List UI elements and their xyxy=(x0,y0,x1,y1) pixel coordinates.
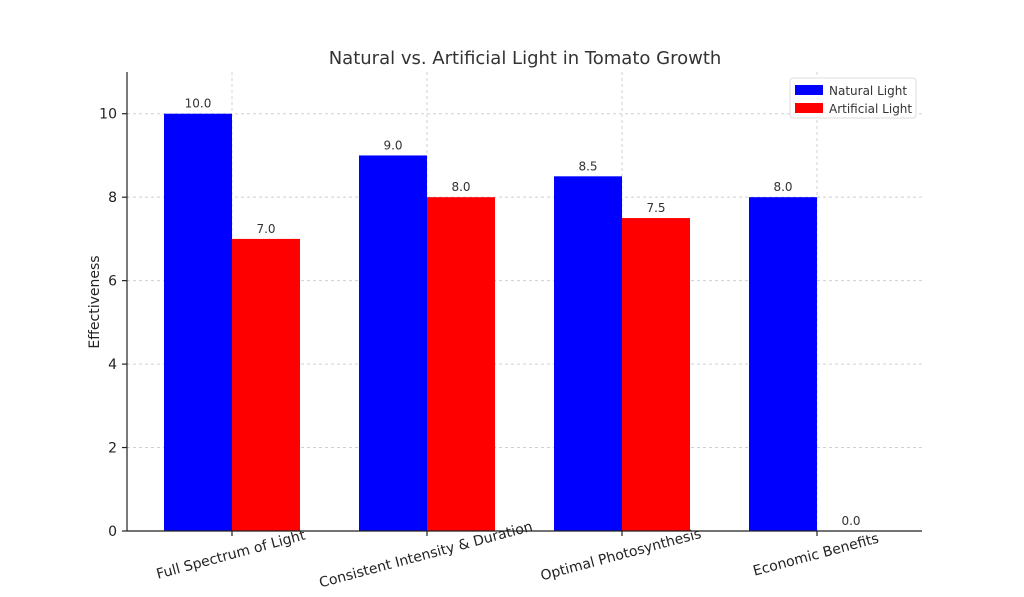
y-tick-label: 2 xyxy=(108,441,117,457)
data-label: 8.0 xyxy=(451,180,470,194)
data-label: 8.5 xyxy=(578,159,597,173)
y-tick-label: 0 xyxy=(108,524,117,540)
data-label: 8.0 xyxy=(773,180,792,194)
legend-swatch xyxy=(795,85,823,95)
bars xyxy=(164,113,817,532)
data-label: 7.0 xyxy=(256,222,275,236)
y-tick-label: 4 xyxy=(108,357,117,373)
data-label: 0.0 xyxy=(841,514,860,528)
bar-natural-light xyxy=(554,176,622,531)
bar-natural-light xyxy=(749,197,817,531)
data-label: 9.0 xyxy=(383,138,402,152)
chart-title: Natural vs. Artificial Light in Tomato G… xyxy=(329,48,722,69)
y-tick-label: 10 xyxy=(99,107,117,123)
bar-natural-light xyxy=(359,155,427,532)
bar-natural-light xyxy=(164,113,232,532)
bar-artificial-light xyxy=(427,197,495,531)
x-tick-label: Economic Benefits xyxy=(751,531,880,580)
legend-label: Artificial Light xyxy=(829,102,912,116)
y-tick-label: 8 xyxy=(108,190,117,206)
x-tick-label: Full Spectrum of Light xyxy=(155,527,308,582)
data-label: 7.5 xyxy=(646,201,665,215)
data-label: 10.0 xyxy=(185,97,212,111)
legend-swatch xyxy=(795,103,823,113)
data-labels: 10.0 9.0 8.5 8.0 7.0 8.0 7.5 0.0 xyxy=(185,97,861,528)
y-tick-label: 6 xyxy=(108,274,117,290)
legend: Natural Light Artificial Light xyxy=(789,77,917,119)
bar-artificial-light xyxy=(622,218,690,531)
axes xyxy=(122,72,922,536)
bar-artificial-light xyxy=(232,238,300,531)
legend-label: Natural Light xyxy=(829,84,907,98)
x-tick-label: Optimal Photosynthesis xyxy=(539,526,703,584)
y-axis-label: Effectiveness xyxy=(87,255,103,348)
